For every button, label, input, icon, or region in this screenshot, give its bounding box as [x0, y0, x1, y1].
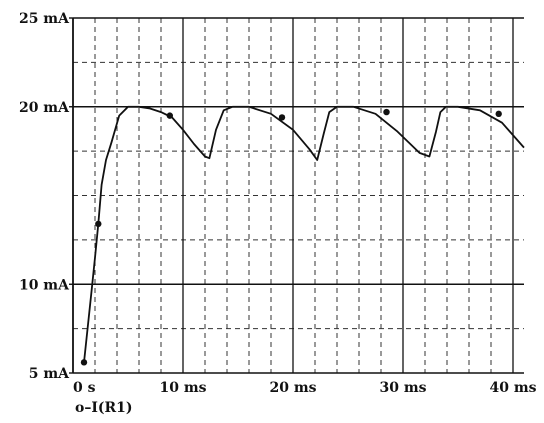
y-tick-label: 25 mA: [19, 11, 70, 27]
plot-frame: [72, 17, 524, 374]
x-tick-label: 0 s: [73, 380, 96, 396]
minor-gridlines: [73, 18, 524, 373]
x-tick-label: 40 ms: [489, 380, 536, 396]
series-marker: [278, 114, 286, 121]
series-line: [83, 105, 525, 363]
legend-label: o–I(R1): [75, 400, 133, 416]
tick-labels: 5 mA 10 mA 20 mA 25 mA 0 s 10 ms 20 ms 30 ms 40 …: [19, 11, 537, 396]
series-marker: [383, 108, 390, 116]
series-marker: [80, 359, 88, 366]
series-marker: [166, 112, 173, 119]
x-tick-label: 10 ms: [159, 380, 206, 396]
y-tick-label: 5 mA: [29, 366, 70, 382]
y-tick-label: 10 mA: [19, 277, 70, 293]
series-layer: [80, 105, 525, 366]
series-marker: [95, 220, 102, 228]
y-tick-label: 20 mA: [19, 100, 70, 116]
x-tick-label: 30 ms: [379, 380, 426, 396]
series-marker: [495, 110, 502, 118]
x-tick-label: 20 ms: [269, 380, 316, 396]
